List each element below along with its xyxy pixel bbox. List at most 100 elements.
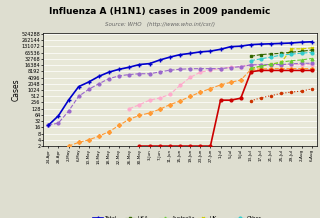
Chile	[168, 93, 172, 96]
Line: UK: UK	[250, 47, 313, 70]
Line: Chile: Chile	[128, 63, 313, 110]
Thailand	[178, 145, 182, 147]
Text: Source: WHO   (http://www.who.int/csr/): Source: WHO (http://www.who.int/csr/)	[105, 22, 215, 27]
Total	[239, 45, 243, 48]
Total	[87, 81, 91, 83]
Chile	[269, 63, 273, 66]
Thailand	[310, 69, 314, 72]
Total	[56, 114, 60, 117]
Total	[269, 43, 273, 45]
Canada	[279, 67, 283, 70]
Thailand	[300, 69, 303, 72]
Other	[269, 56, 273, 58]
Thailand	[158, 145, 162, 147]
Australia	[310, 57, 314, 60]
Australia	[290, 59, 293, 62]
Mexico	[188, 67, 192, 70]
Total	[229, 45, 233, 48]
USA	[249, 55, 253, 58]
Line: Canada: Canada	[67, 67, 313, 147]
Deaths	[310, 88, 314, 90]
Line: Other: Other	[250, 51, 313, 62]
Deaths	[279, 92, 283, 95]
Canada	[198, 91, 202, 94]
Chile	[138, 103, 141, 106]
Thailand	[219, 99, 222, 101]
Canada	[117, 124, 121, 127]
Chile	[178, 84, 182, 87]
Line: Mexico: Mexico	[47, 62, 313, 127]
Chile	[229, 66, 233, 69]
Chile	[279, 63, 283, 66]
Total	[107, 71, 111, 73]
Canada	[138, 114, 141, 117]
Thailand	[138, 145, 141, 147]
Mexico	[259, 63, 263, 66]
Canada	[290, 67, 293, 70]
Deaths	[249, 99, 253, 102]
Chile	[158, 97, 162, 99]
Mexico	[269, 63, 273, 66]
Thailand	[209, 145, 212, 147]
Total	[279, 42, 283, 45]
Mexico	[97, 82, 101, 85]
Mexico	[158, 71, 162, 73]
Thailand	[279, 69, 283, 72]
Chile	[310, 63, 314, 66]
Thailand	[148, 145, 152, 147]
Total	[300, 41, 303, 44]
Mexico	[107, 77, 111, 80]
Mexico	[178, 68, 182, 71]
Total	[310, 41, 314, 43]
Chile	[198, 71, 202, 73]
Thailand	[290, 69, 293, 72]
Mexico	[300, 62, 303, 65]
Chile	[127, 107, 131, 110]
Line: Deaths: Deaths	[249, 87, 314, 103]
Other	[290, 53, 293, 56]
Total	[127, 66, 131, 68]
Mexico	[67, 110, 70, 112]
Mexico	[209, 67, 212, 70]
Canada	[229, 81, 233, 84]
Mexico	[198, 67, 202, 70]
Total	[249, 43, 253, 46]
Thailand	[198, 145, 202, 147]
Canada	[107, 130, 111, 133]
Canada	[188, 95, 192, 98]
Canada	[97, 135, 101, 138]
Canada	[259, 68, 263, 70]
UK	[269, 63, 273, 65]
Australia	[259, 65, 263, 67]
Legend: Total, Mexico, USA, Canada, Australia, Chile, UK, Thailand, Other, Deaths: Total, Mexico, USA, Canada, Australia, C…	[91, 215, 269, 218]
Chile	[290, 63, 293, 66]
Mexico	[77, 95, 81, 98]
Total	[97, 75, 101, 78]
Thailand	[249, 70, 253, 73]
Total	[290, 42, 293, 44]
Total	[158, 59, 162, 61]
Total	[138, 63, 141, 66]
UK	[300, 48, 303, 50]
Chile	[148, 99, 152, 101]
Chile	[300, 63, 303, 66]
Total	[209, 50, 212, 53]
Australia	[249, 67, 253, 70]
Chile	[259, 63, 263, 66]
Total	[46, 124, 50, 127]
Total	[168, 56, 172, 58]
Other	[310, 51, 314, 54]
Canada	[269, 67, 273, 70]
UK	[279, 61, 283, 64]
Canada	[300, 67, 303, 70]
USA	[279, 52, 283, 55]
Canada	[178, 100, 182, 102]
Canada	[87, 138, 91, 141]
Mexico	[239, 65, 243, 68]
Australia	[300, 59, 303, 61]
Chile	[188, 76, 192, 79]
Deaths	[269, 94, 273, 97]
Canada	[209, 87, 212, 90]
Total	[117, 68, 121, 71]
Thailand	[229, 99, 233, 101]
